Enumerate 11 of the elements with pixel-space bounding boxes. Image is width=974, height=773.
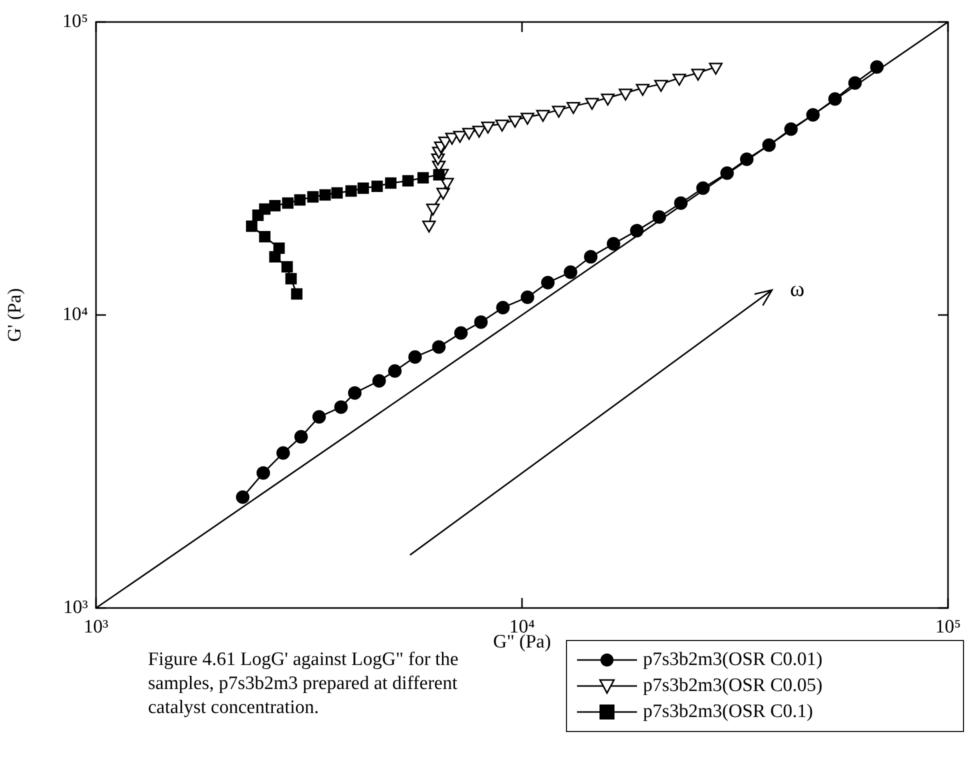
legend-label: p7s3b2m3(OSR C0.01) [643,649,822,671]
legend-label: p7s3b2m3(OSR C0.1) [643,701,813,723]
y-tick-label: 10³ [63,596,88,618]
x-tick-label: 10³ [84,616,109,638]
annotation: ω [790,276,804,302]
y-axis-title: G' (Pa) [4,288,26,342]
y-tick-label: 10⁴ [62,304,88,325]
legend-label: p7s3b2m3(OSR C0.05) [643,675,822,697]
y-tick-label: 10⁵ [62,10,88,32]
x-tick-label: 10⁵ [935,616,961,638]
caption: Figure 4.61 LogG' against LogG" for the samples, p7s3b2m3 prepared at different catalyst concentration. [148,648,460,720]
